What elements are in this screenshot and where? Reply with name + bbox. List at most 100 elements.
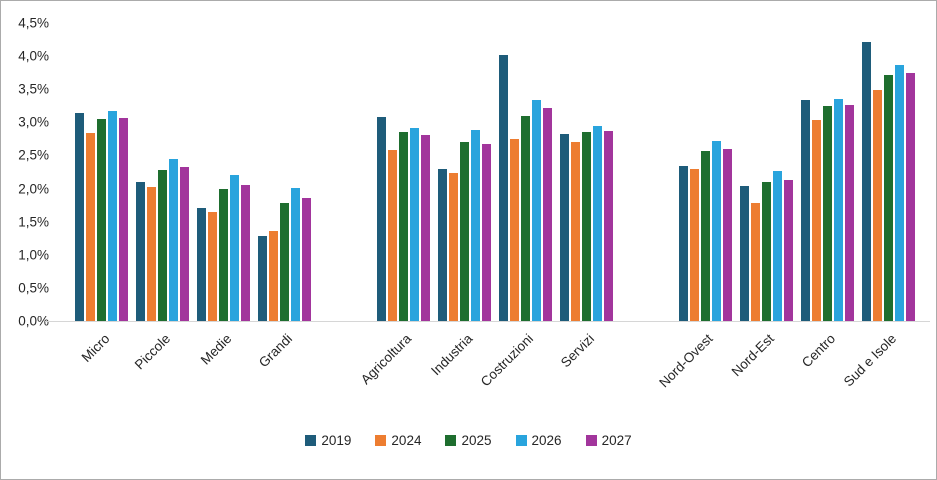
bar-2024 — [873, 89, 882, 321]
bar-2025 — [280, 203, 289, 321]
bar-2026 — [291, 187, 300, 321]
bar-2024 — [571, 141, 580, 321]
bar-2019 — [801, 99, 810, 321]
y-tick-label: 1,5% — [18, 214, 49, 230]
x-axis-label: Sud e Isole — [840, 331, 900, 390]
x-axis-label: Piccole — [131, 331, 174, 373]
x-axis-line — [45, 321, 930, 322]
y-tick-label: 0,0% — [18, 313, 49, 329]
bar-2027 — [543, 108, 552, 321]
bar-2024 — [147, 187, 156, 321]
chart-area: 4,5% 4,0% 3,5% 3,0% 2,5% 2,0% 1,5% 1,0% 0,5% 0,0%… — [9, 16, 936, 390]
bar-2025 — [521, 115, 530, 321]
bar-2019 — [679, 166, 688, 321]
bar-2026 — [712, 140, 721, 321]
bar-2025 — [701, 150, 710, 321]
bar-group: Agricoltura — [358, 117, 430, 387]
y-tick-label: 2,0% — [18, 181, 49, 197]
bar-2019 — [438, 169, 447, 321]
bar-2027 — [906, 73, 915, 321]
y-tick-label: 4,0% — [18, 48, 49, 64]
y-tick-label: 2,5% — [18, 147, 49, 163]
bar-2025 — [158, 170, 167, 321]
bar-2025 — [884, 74, 893, 321]
bar-group: Nord-Est — [729, 170, 793, 379]
bar-2019 — [740, 185, 749, 321]
x-axis-label: Agricoltura — [357, 331, 415, 388]
legend-item-2019: 2019 — [305, 433, 351, 448]
bar-group: Piccole — [132, 158, 189, 372]
x-axis-label: Centro — [798, 331, 839, 371]
legend-label: 2025 — [461, 433, 492, 448]
bar-cluster: Agricoltura Industria Costruzioni Servizi — [358, 55, 613, 389]
bar-2024 — [812, 120, 821, 321]
y-tick-label: 3,0% — [18, 114, 49, 130]
legend-swatch — [445, 435, 457, 446]
legend-swatch — [515, 435, 527, 446]
y-tick-label: 4,5% — [18, 15, 49, 31]
bar-2019 — [197, 208, 206, 321]
bar-group: Grandi — [256, 187, 311, 370]
bar-group: Medie — [197, 174, 250, 368]
bar-2025 — [823, 106, 832, 321]
y-axis: 4,5% 4,0% 3,5% 3,0% 2,5% 2,0% 1,5% 1,0% 0,5% 0,0% — [9, 16, 57, 329]
legend-item-2024: 2024 — [375, 433, 421, 448]
bar-2019 — [560, 134, 569, 321]
bar-2019 — [377, 117, 386, 321]
legend-swatch — [305, 435, 317, 446]
bar-group: Costruzioni — [478, 55, 552, 389]
bar-2026 — [230, 174, 239, 321]
bar-2026 — [593, 125, 602, 321]
bar-2024 — [269, 230, 278, 321]
bar-2026 — [410, 128, 419, 321]
bar-2024 — [510, 138, 519, 321]
bar-2024 — [86, 132, 95, 321]
bar-group: Nord-Ovest — [657, 140, 732, 390]
bar-2027 — [482, 144, 491, 321]
bar-group: Centro — [799, 98, 854, 370]
bar-2019 — [862, 41, 871, 321]
legend-label: 2027 — [601, 433, 632, 448]
bar-2027 — [845, 105, 854, 321]
bar-2025 — [97, 119, 106, 321]
bar-cluster: Micro Piccole Medie Grandi — [75, 111, 311, 372]
bar-2026 — [108, 111, 117, 321]
y-tick-label: 3,5% — [18, 81, 49, 97]
plot-area: Micro Piccole Medie Grandi Agricoltura Indust… — [45, 23, 936, 390]
bar-2019 — [499, 55, 508, 321]
legend-item-2025: 2025 — [445, 433, 492, 448]
x-axis-label: Servizi — [557, 331, 598, 371]
bar-2025 — [399, 131, 408, 321]
bar-2027 — [723, 148, 732, 321]
bar-2026 — [895, 65, 904, 321]
bar-2027 — [241, 184, 250, 321]
y-tick-label: 1,0% — [18, 247, 49, 263]
bar-2024 — [388, 150, 397, 321]
y-tick-label: 0,5% — [18, 280, 49, 296]
bar-2024 — [690, 168, 699, 321]
x-axis-label: Nord-Est — [728, 331, 778, 380]
bar-2026 — [532, 99, 541, 321]
legend-label: 2024 — [391, 433, 422, 448]
bar-2027 — [421, 134, 430, 321]
bar-group: Micro — [75, 111, 128, 365]
bar-2024 — [751, 202, 760, 321]
bar-2027 — [302, 197, 311, 321]
bar-group: Sud e Isole — [841, 41, 915, 389]
bar-2025 — [582, 132, 591, 321]
bar-2026 — [834, 98, 843, 321]
bar-2025 — [460, 142, 469, 321]
legend: 2019 2024 2025 2026 2027 — [1, 433, 936, 448]
x-axis-label: Costruzioni — [477, 331, 537, 390]
bar-2027 — [604, 130, 613, 321]
bar-2025 — [762, 181, 771, 321]
legend-label: 2019 — [321, 433, 352, 448]
bar-2026 — [169, 158, 178, 321]
bar-2026 — [471, 129, 480, 321]
bar-2019 — [136, 181, 145, 321]
x-axis-label: Grandi — [255, 331, 296, 371]
bar-2019 — [75, 113, 84, 321]
bar-2027 — [784, 179, 793, 321]
x-axis-label: Medie — [197, 331, 235, 368]
